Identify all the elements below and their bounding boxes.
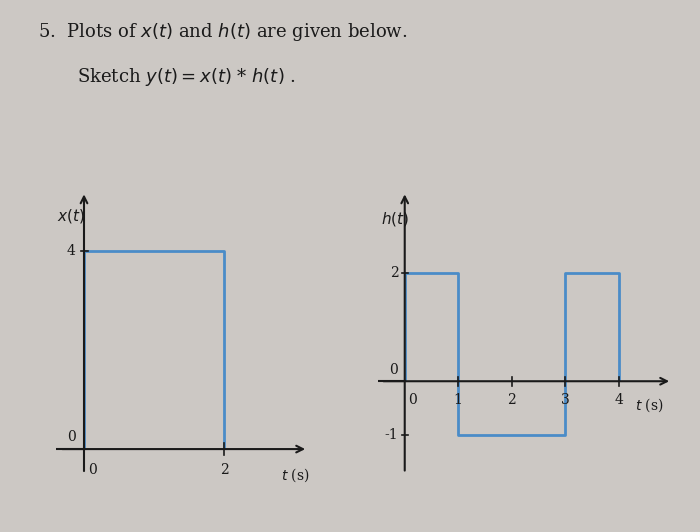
Text: 0: 0 xyxy=(66,430,76,444)
Text: 3: 3 xyxy=(561,393,570,407)
Text: $t$ (s): $t$ (s) xyxy=(281,467,310,484)
Text: 0: 0 xyxy=(390,363,398,377)
Text: $t$ (s): $t$ (s) xyxy=(635,396,663,414)
Text: 4: 4 xyxy=(66,244,76,258)
Text: Sketch $y(t) = x(t)$ * $h(t)$ .: Sketch $y(t) = x(t)$ * $h(t)$ . xyxy=(77,66,296,88)
Text: 1: 1 xyxy=(454,393,463,407)
Text: 0: 0 xyxy=(88,463,97,477)
Text: 0: 0 xyxy=(409,393,417,407)
Text: 2: 2 xyxy=(508,393,516,407)
Text: 2: 2 xyxy=(390,266,398,280)
Text: $x(t)$: $x(t)$ xyxy=(57,207,85,225)
Text: 2: 2 xyxy=(220,463,228,477)
Text: 4: 4 xyxy=(614,393,623,407)
Text: 5.  Plots of $x(t)$ and $h(t)$ are given below.: 5. Plots of $x(t)$ and $h(t)$ are given … xyxy=(38,21,408,43)
Text: $h(t)$: $h(t)$ xyxy=(381,211,409,228)
Text: -1: -1 xyxy=(385,428,398,443)
